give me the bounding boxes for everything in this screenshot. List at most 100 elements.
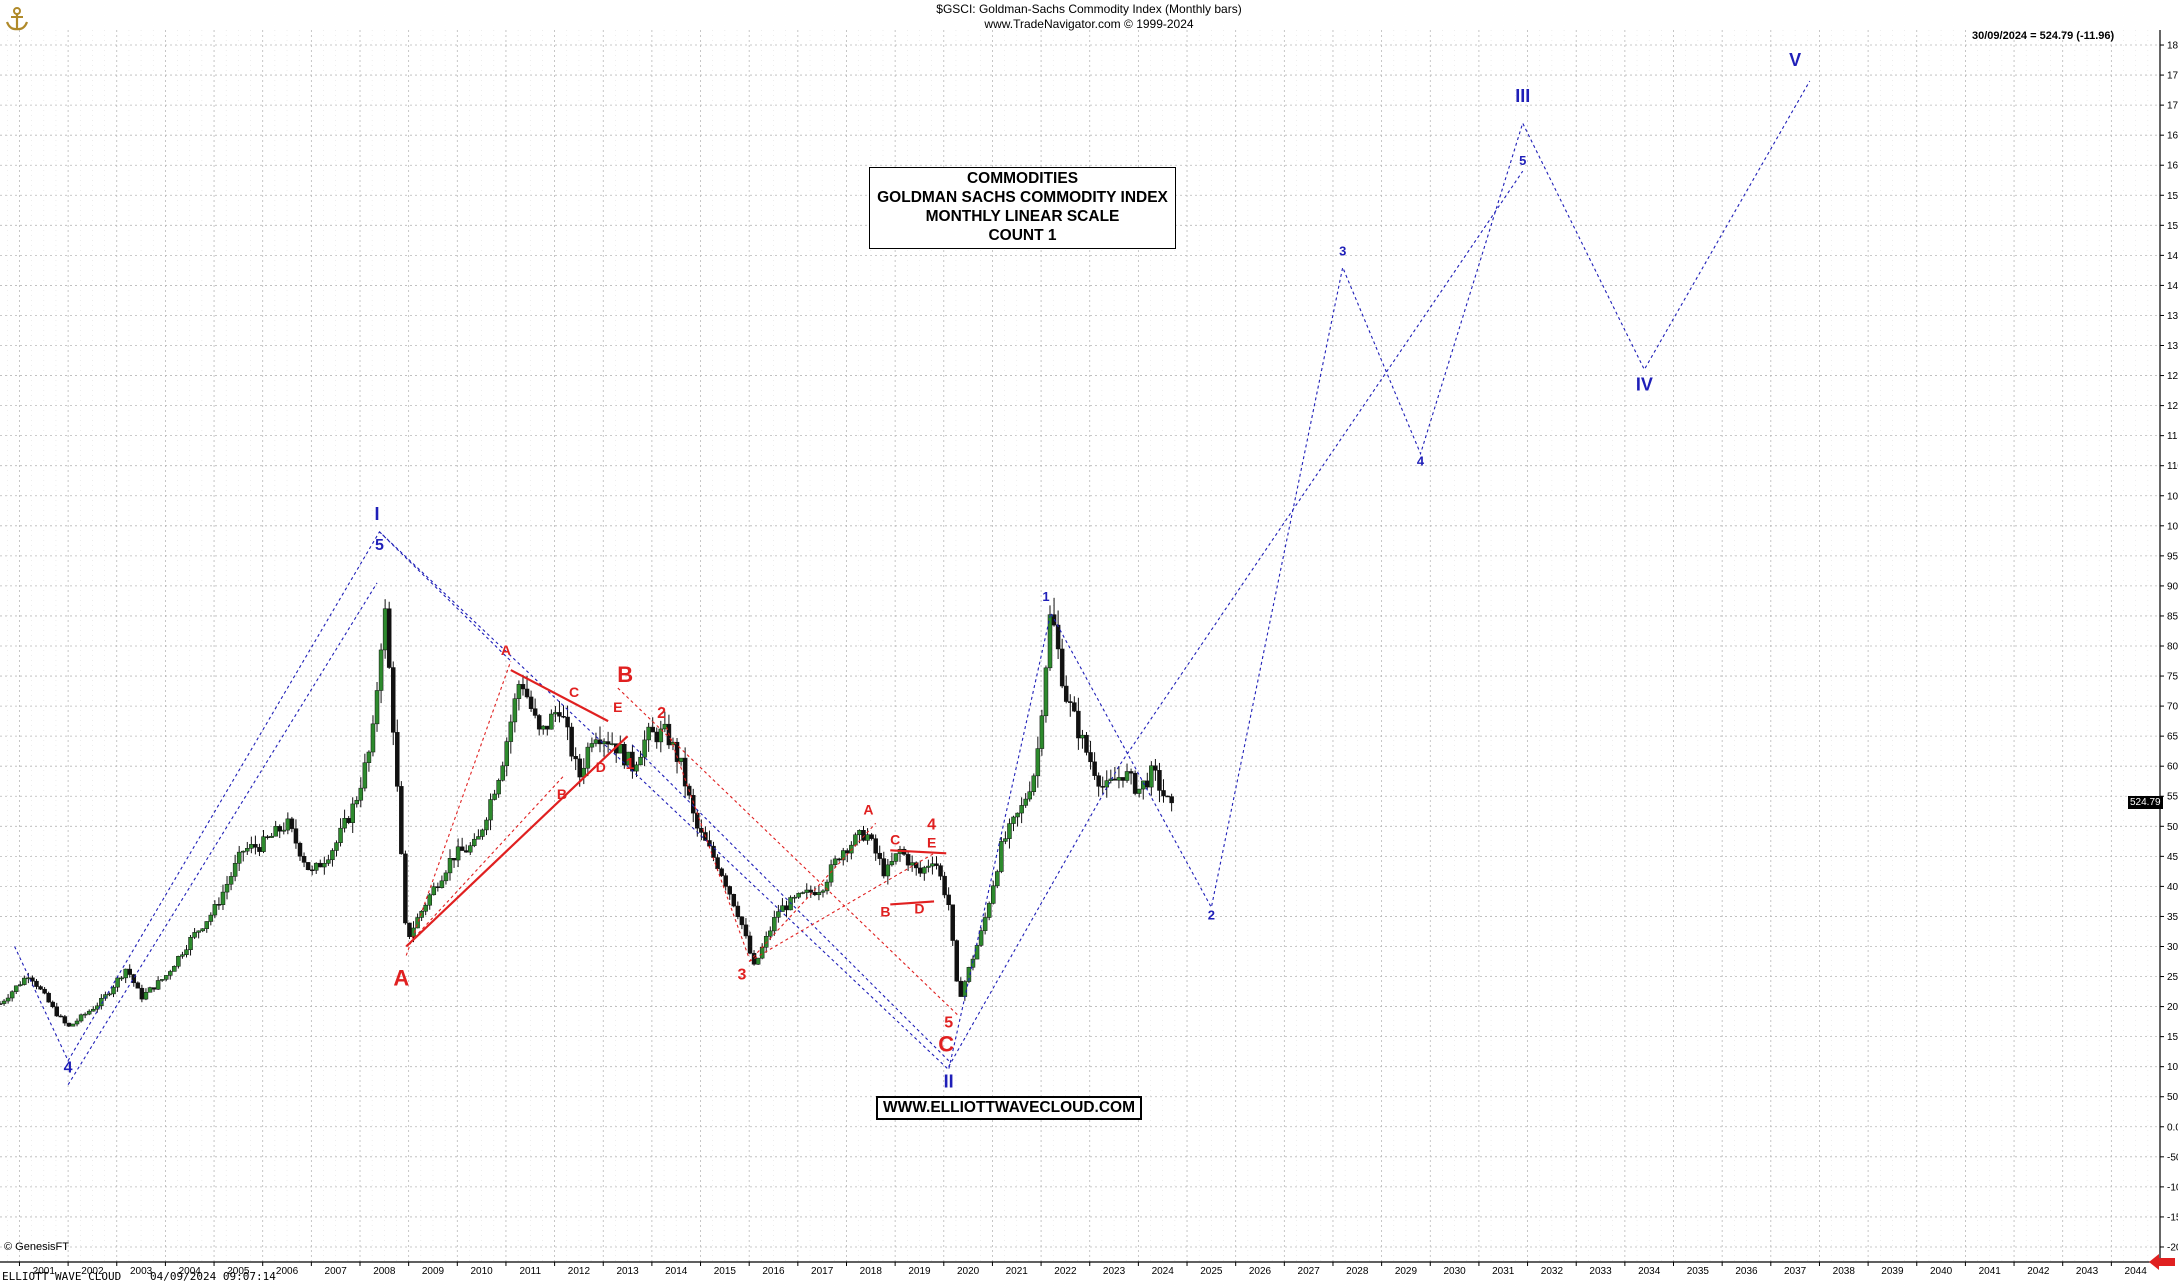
- bar-body: [853, 834, 858, 846]
- bar-body: [208, 914, 214, 922]
- bar-body: [824, 881, 830, 892]
- bar-body: [318, 862, 323, 868]
- bar-body: [605, 741, 611, 745]
- wave-label: 1: [626, 756, 635, 773]
- bar-body: [151, 987, 157, 990]
- bar-body: [139, 987, 145, 1000]
- bar-body: [326, 859, 331, 864]
- bar-body: [751, 953, 757, 965]
- bar-body: [26, 977, 31, 980]
- x-axis: 2001 2002 2003 2004 2005 2006 2007 2008 2009 2010…: [0, 1261, 2160, 1277]
- bar-body: [155, 980, 161, 990]
- bar-body: [800, 892, 805, 894]
- bar-body: [540, 725, 546, 730]
- y-tick-label: 350.00: [2167, 912, 2178, 923]
- bar-body: [273, 826, 278, 837]
- bar-body: [1027, 791, 1032, 800]
- bar-body: [1104, 780, 1110, 788]
- x-tick-label: 2020: [957, 1266, 980, 1277]
- bar-body: [119, 977, 124, 980]
- wave-line: [617, 687, 959, 1016]
- wave-label: B: [557, 786, 567, 802]
- bar-body: [1076, 710, 1081, 739]
- bar-body: [918, 867, 923, 874]
- bar-body: [476, 836, 481, 840]
- bar-body: [695, 812, 700, 829]
- bar-body: [1145, 780, 1150, 788]
- bar-body: [816, 892, 822, 896]
- bar-body: [942, 875, 947, 896]
- y-tick-label: 950.00: [2167, 551, 2178, 562]
- bar-body: [711, 845, 716, 858]
- x-tick-label: 2005: [227, 1266, 250, 1277]
- bar-body: [1068, 701, 1073, 703]
- bar-body: [50, 1001, 55, 1008]
- bar-body: [70, 1023, 76, 1027]
- bar-body: [22, 977, 27, 985]
- bar-body: [982, 917, 988, 931]
- bar-body: [1120, 777, 1126, 781]
- bar-body: [634, 764, 639, 772]
- bar-body: [439, 880, 445, 888]
- bar-body: [305, 862, 311, 871]
- bar-body: [395, 732, 400, 787]
- bar-body: [1007, 823, 1012, 839]
- bar-body: [731, 894, 737, 907]
- bar-body: [763, 936, 769, 948]
- bar-body: [934, 863, 939, 866]
- y-tick-label: 1500.00: [2167, 221, 2178, 232]
- bar-body: [690, 795, 696, 814]
- bar-body: [857, 830, 862, 836]
- bar-body: [168, 971, 173, 976]
- x-tick-label: 2022: [1054, 1266, 1077, 1277]
- x-tick-label: 2042: [2027, 1266, 2050, 1277]
- y-tick-label: 1450.00: [2167, 251, 2178, 262]
- x-tick-label: 2033: [1589, 1266, 1612, 1277]
- wave-label: 4: [927, 816, 936, 833]
- wave-line: [632, 744, 950, 1062]
- bar-body: [1096, 775, 1101, 787]
- bar-body: [609, 743, 615, 745]
- bar-body: [399, 786, 404, 855]
- bar-body: [1088, 752, 1093, 763]
- x-tick-label: 2034: [1638, 1266, 1661, 1277]
- x-tick-label: 2037: [1784, 1266, 1807, 1277]
- wave-label: A: [501, 642, 511, 658]
- x-tick-label: 2039: [1881, 1266, 1904, 1277]
- wave-label: 5: [1519, 153, 1526, 168]
- bar-body: [346, 818, 351, 823]
- bar-body: [1063, 685, 1069, 702]
- y-tick-label: 1300.00: [2167, 341, 2178, 352]
- bar-body: [719, 868, 724, 876]
- bar-body: [34, 980, 39, 987]
- x-tick-label: 2035: [1687, 1266, 1710, 1277]
- bar-body: [974, 945, 980, 960]
- bar-body: [277, 826, 282, 832]
- bar-body: [938, 865, 943, 877]
- y-tick-label: 450.00: [2167, 852, 2178, 863]
- x-tick-label: 2010: [470, 1266, 493, 1277]
- bar-body: [362, 762, 368, 789]
- credit-label: © GenesisFT: [4, 1241, 69, 1253]
- bar-body: [342, 818, 347, 829]
- bar-body: [500, 765, 505, 781]
- y-tick-label: -200.00: [2167, 1242, 2178, 1253]
- bar-body: [1023, 798, 1028, 806]
- bar-body: [532, 708, 538, 716]
- x-tick-label: 2017: [811, 1266, 834, 1277]
- bar-body: [354, 799, 360, 805]
- bar-body: [200, 928, 205, 932]
- bar-body: [553, 712, 558, 715]
- bar-body: [954, 940, 960, 982]
- bar-body: [739, 916, 745, 926]
- bar-body: [313, 862, 319, 871]
- left-arrow-icon[interactable]: [2148, 1253, 2176, 1271]
- wave-label: B: [617, 662, 633, 687]
- bar-body: [228, 876, 234, 885]
- chart-title: $GSCI: Goldman-Sachs Commodity Index (Mo…: [936, 2, 1242, 16]
- bar-body: [561, 716, 566, 718]
- y-tick-label: 200.00: [2167, 1002, 2178, 1013]
- bar-body: [18, 984, 23, 987]
